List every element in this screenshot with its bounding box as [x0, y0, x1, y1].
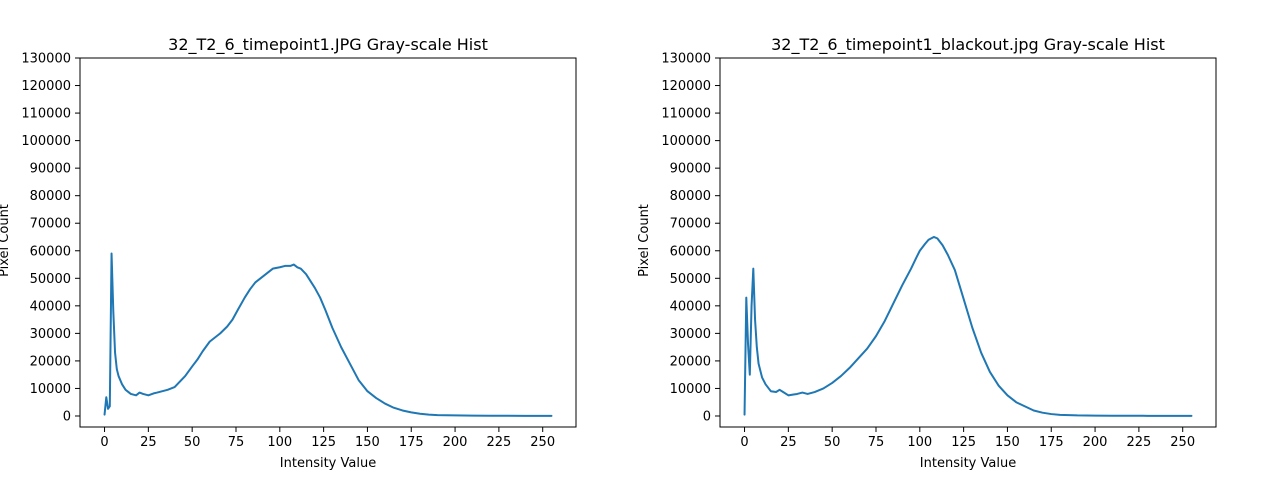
y-tick-label: 90000: [670, 162, 711, 177]
x-tick-label: 225: [486, 435, 511, 450]
y-tick-label: 80000: [30, 189, 71, 204]
y-tick-label: 120000: [661, 79, 711, 94]
x-tick-label: 200: [443, 435, 468, 450]
y-tick-label: 120000: [21, 79, 71, 94]
y-tick-label: 80000: [670, 189, 711, 204]
x-tick-label: 0: [740, 435, 748, 450]
chart-left: 0 25 50 75 100 125 150 175 200 225 250 0 10000 20000 3…: [0, 35, 577, 471]
y-tick-label: 60000: [670, 244, 711, 259]
y-axis-label: Pixel Count: [637, 204, 652, 277]
y-tick-label: 90000: [30, 162, 71, 177]
y-tick-label: 30000: [670, 327, 711, 342]
x-tick-label: 0: [100, 435, 108, 450]
plot-frame: [79, 57, 577, 428]
x-tick-label: 50: [184, 435, 201, 450]
x-tick-label: 100: [907, 435, 932, 450]
x-tick-label: 150: [355, 435, 380, 450]
x-tick-label: 175: [399, 435, 424, 450]
y-tick-label: 130000: [661, 52, 711, 67]
chart-right: 0 25 50 75 100 125 150 175 200 225 250 0 10000 20000 3…: [637, 35, 1217, 471]
x-tick-label: 75: [868, 435, 885, 450]
x-tick-label: 150: [995, 435, 1020, 450]
x-tick-label: 175: [1039, 435, 1064, 450]
y-tick-label: 50000: [670, 272, 711, 287]
x-tick-label: 25: [140, 435, 157, 450]
x-tick-label: 50: [824, 435, 841, 450]
x-tick-label: 25: [780, 435, 797, 450]
x-tick-label: 250: [530, 435, 555, 450]
y-axis-label: Pixel Count: [0, 204, 12, 277]
y-tick-label: 60000: [30, 244, 71, 259]
series-line-0: [743, 235, 1193, 417]
y-tick-label: 0: [63, 409, 71, 424]
chart-title: 32_T2_6_timepoint1.JPG Gray-scale Hist: [168, 35, 488, 55]
y-tick-label: 40000: [670, 299, 711, 314]
y-tick-label: 40000: [30, 299, 71, 314]
x-tick-label: 125: [951, 435, 976, 450]
x-tick-label: 125: [311, 435, 336, 450]
y-tick-label: 20000: [30, 354, 71, 369]
x-axis-label: Intensity Value: [280, 456, 376, 471]
y-tick-label: 10000: [670, 382, 711, 397]
y-tick-label: 110000: [661, 107, 711, 122]
plot-frame: [719, 57, 1217, 428]
x-tick-label: 250: [1170, 435, 1195, 450]
chart-title: 32_T2_6_timepoint1_blackout.jpg Gray-sca…: [771, 35, 1165, 55]
y-tick-label: 70000: [670, 217, 711, 232]
x-tick-label: 75: [228, 435, 245, 450]
y-tick-label: 0: [703, 409, 711, 424]
x-tick-label: 100: [267, 435, 292, 450]
y-tick-label: 100000: [21, 134, 71, 149]
x-axis-label: Intensity Value: [920, 456, 1016, 471]
series-line-0: [103, 252, 553, 417]
y-tick-label: 130000: [21, 52, 71, 67]
y-tick-label: 100000: [661, 134, 711, 149]
y-tick-label: 20000: [670, 354, 711, 369]
y-tick-label: 50000: [30, 272, 71, 287]
y-tick-label: 10000: [30, 382, 71, 397]
y-tick-label: 110000: [21, 107, 71, 122]
x-tick-label: 225: [1126, 435, 1151, 450]
y-tick-label: 70000: [30, 217, 71, 232]
y-tick-label: 30000: [30, 327, 71, 342]
x-tick-label: 200: [1083, 435, 1108, 450]
